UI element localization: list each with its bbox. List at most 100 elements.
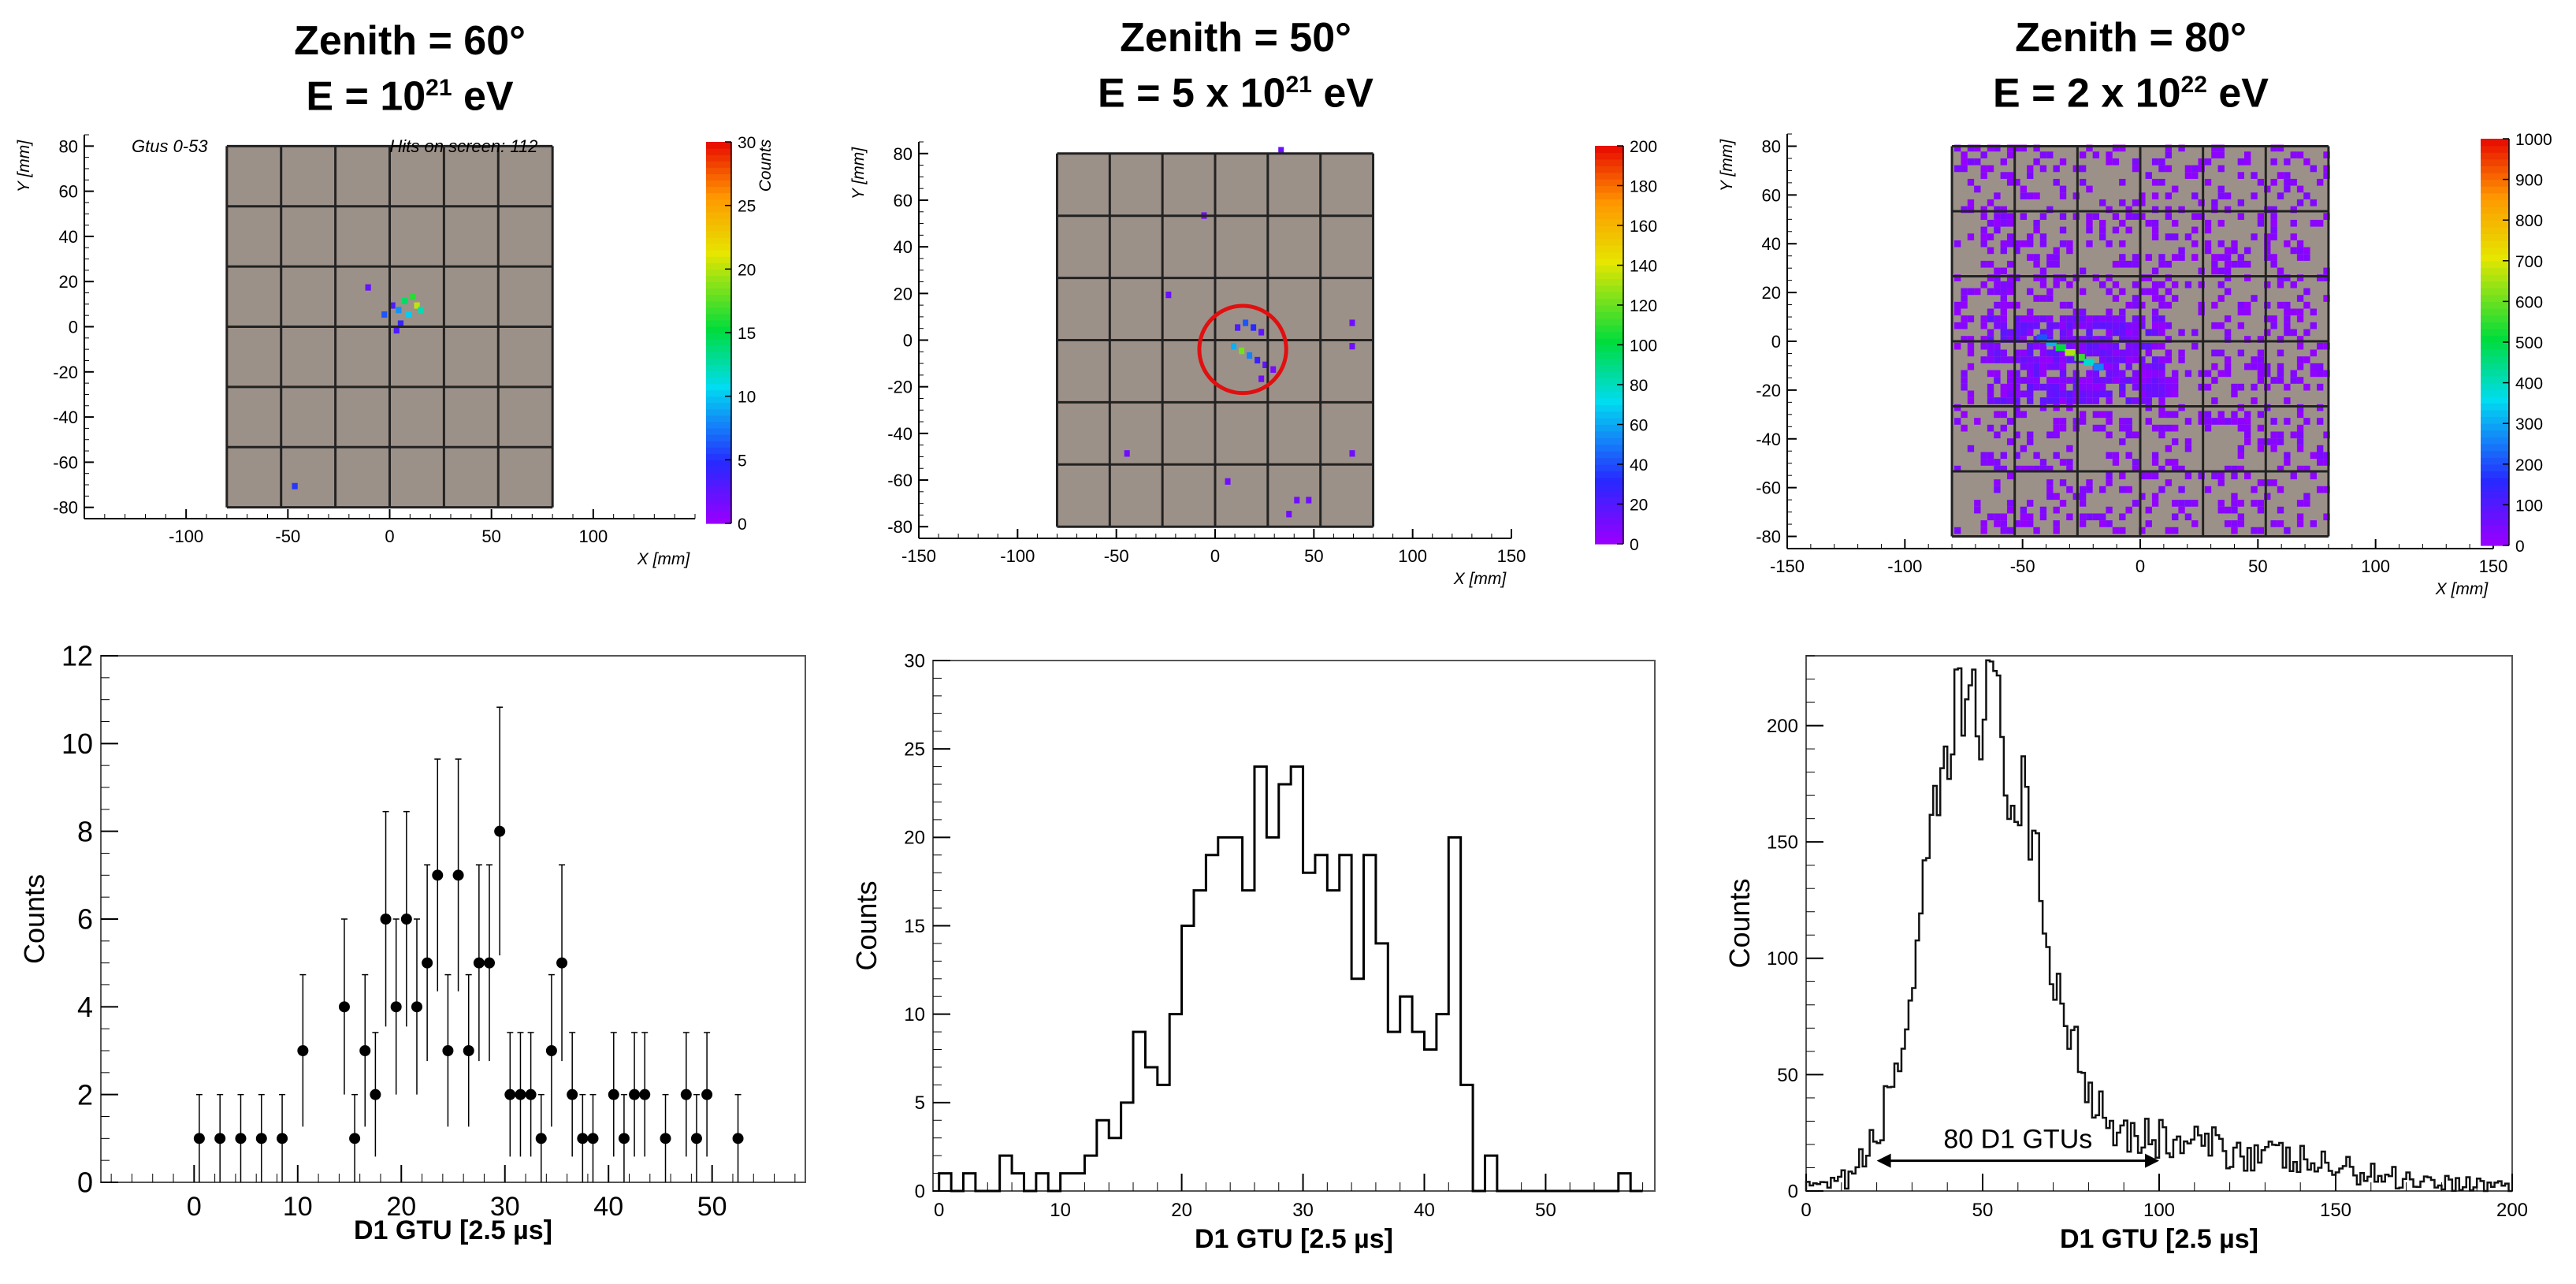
colorbar-segment (2481, 281, 2509, 288)
hit-pixel (2237, 500, 2245, 507)
x-tick-label: 200 (2496, 1200, 2528, 1221)
colorbar-segment (1595, 271, 1623, 279)
hit-pixel (1258, 375, 1265, 382)
hit-pixel (2033, 383, 2040, 391)
panel-title-1-energy: E = 1021 eV (306, 73, 514, 120)
colorbar-segment (1595, 430, 1623, 438)
hit-pixel (2139, 192, 2146, 199)
y-tick-label: 30 (904, 650, 925, 672)
hit-pixel (2106, 206, 2113, 214)
hit-pixel (2099, 281, 2106, 288)
colorbar-segment (706, 408, 731, 416)
hit-pixel (2053, 247, 2060, 255)
hit-pixel (2119, 424, 2126, 432)
hit-pixel (2158, 315, 2165, 322)
hit-pixel (2033, 144, 2040, 152)
heatmap-panel-2: -80 -60 -40 -20 0 20 40 60 80 -150 -100 -50 0 50 100 15… (849, 138, 1657, 588)
hit-pixel (1967, 233, 1975, 240)
hit-pixel (2244, 336, 2251, 343)
colorbar-segment (706, 205, 731, 213)
colorbar-segment (2481, 538, 2509, 546)
colorbar-segment (1595, 238, 1623, 246)
hit-pixel (2224, 329, 2232, 337)
hit-pixel (1954, 404, 1961, 411)
colorbar-segment (706, 460, 731, 467)
hit-pixel (2172, 295, 2179, 302)
hit-pixel (2198, 370, 2205, 378)
hit-pixel (2237, 322, 2245, 329)
hit-pixel (2006, 506, 2014, 514)
hit-pixel (2158, 356, 2165, 363)
hit-pixel (2053, 418, 2060, 425)
hit-pixel (2145, 472, 2152, 480)
hit-pixel (2303, 192, 2310, 199)
hit-pixel (2296, 411, 2304, 419)
hit-pixel (2119, 356, 2126, 363)
hit-pixel (2151, 500, 2159, 507)
hit-pixel (2066, 322, 2073, 329)
hit-pixel (2086, 144, 2093, 152)
hit-pixel (2158, 431, 2165, 439)
hit-pixel (2151, 308, 2159, 316)
data-point (193, 1133, 205, 1144)
hit-pixel (414, 302, 420, 309)
colorbar-segment (1595, 510, 1623, 518)
y-axis-label: Counts (18, 874, 50, 964)
hit-pixel (1980, 165, 1987, 173)
hit-pixel (2172, 219, 2179, 227)
hit-pixel (1980, 459, 1987, 466)
hit-pixel (1967, 445, 1975, 452)
hit-pixel (2264, 233, 2271, 240)
colorbar-segment (2481, 471, 2509, 478)
colorbar-segment (2481, 207, 2509, 214)
hit-pixel (2106, 411, 2113, 419)
hit-pixel (2059, 336, 2067, 343)
hit-pixel (2290, 431, 2297, 439)
hit-pixel (1967, 336, 1975, 343)
hit-pixel (2046, 431, 2054, 439)
colorbar-segment (2481, 294, 2509, 302)
colorbar-segment (2481, 396, 2509, 404)
hit-pixel (2013, 520, 2020, 527)
hit-pixel (2046, 295, 2054, 302)
hit-pixel (2237, 520, 2245, 527)
hit-pixel (2264, 281, 2271, 288)
hit-pixel (2027, 288, 2034, 296)
colorbar-tick-label: 600 (2515, 293, 2543, 311)
hit-pixel (2317, 370, 2324, 378)
hit-pixel (2178, 144, 2185, 152)
colorbar-segment (1595, 179, 1623, 187)
y-tick-label: 40 (1762, 234, 1781, 254)
hit-pixel (2125, 506, 2132, 514)
hit-pixel (2006, 260, 2014, 268)
hit-pixel (2284, 459, 2291, 466)
hit-pixel (2251, 486, 2258, 493)
hit-pixel (2323, 459, 2330, 466)
hit-pixel (2277, 267, 2284, 275)
hit-pixel (2033, 342, 2040, 350)
hit-pixel (2158, 404, 2165, 411)
hit-pixel (2184, 165, 2192, 173)
hit-pixel (2119, 336, 2126, 343)
colorbar-segment (706, 250, 731, 257)
x-tick-label: 0 (2136, 556, 2145, 576)
hit-pixel (2006, 527, 2014, 534)
hit-pixel (2072, 192, 2080, 199)
hit-pixel (2151, 452, 2159, 460)
hit-pixel (2066, 356, 2073, 363)
hit-pixel (2317, 452, 2324, 460)
hit-pixel (2059, 397, 2067, 404)
hit-pixel (2178, 206, 2185, 214)
hit-pixel (2053, 254, 2060, 261)
hit-pixel (2053, 377, 2060, 384)
hit-pixel (2020, 192, 2028, 199)
colorbar-tick-label: 200 (1630, 138, 1657, 156)
hit-pixel (2310, 370, 2317, 378)
hit-pixel (2264, 254, 2271, 261)
hit-pixel (2013, 404, 2020, 411)
hit-pixel (2290, 329, 2297, 337)
colorbar-segment (706, 148, 731, 155)
x-tick-label: -100 (169, 527, 203, 546)
hit-pixel (2125, 431, 2132, 439)
hit-pixel (2244, 363, 2251, 370)
